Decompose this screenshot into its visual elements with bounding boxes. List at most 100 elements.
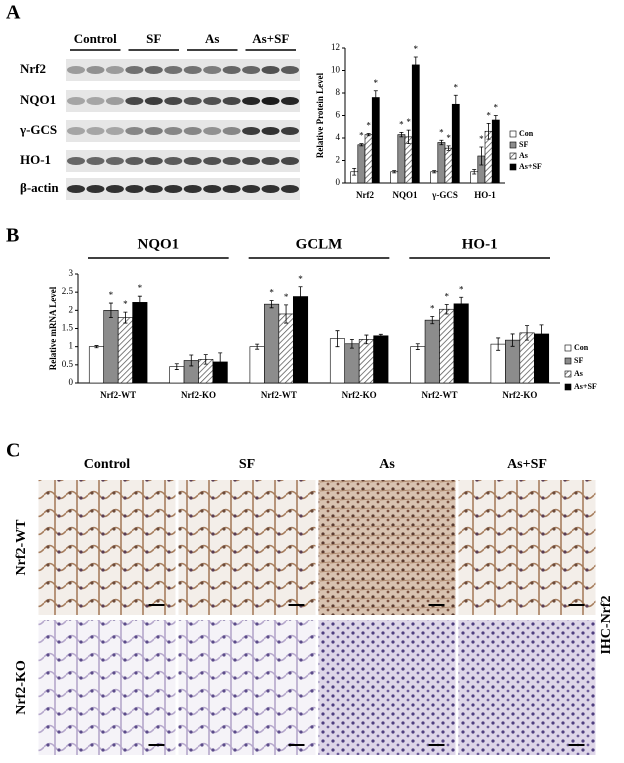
band — [105, 66, 124, 74]
ihc-grid: Control SF As As+SF Nrf2-WT Nrf2-KO IHC-Nrf2 — [14, 457, 614, 755]
y-tick-label: 8 — [336, 87, 341, 97]
bar — [344, 343, 360, 384]
band — [105, 127, 124, 135]
band — [261, 97, 280, 105]
bar — [103, 310, 119, 384]
band — [86, 127, 105, 135]
micrograph — [458, 480, 596, 615]
error-bar — [432, 170, 437, 174]
band — [105, 157, 124, 165]
y-tick-label: 3 — [69, 268, 74, 278]
band — [125, 97, 144, 105]
micrograph — [318, 620, 456, 755]
group-label: GCLM — [296, 236, 343, 252]
micrograph — [38, 480, 176, 615]
y-tick-label: 2.5 — [62, 286, 74, 296]
blot-strip — [66, 120, 300, 142]
significance-marker: * — [494, 103, 499, 113]
bar — [453, 303, 469, 384]
x-tick-label: Nrf2-WT — [261, 390, 297, 400]
significance-marker: * — [284, 292, 289, 302]
error-bar — [298, 286, 303, 307]
x-tick-label: Nrf2-WT — [422, 390, 458, 400]
legend-label: As+SF — [574, 382, 597, 391]
bar — [278, 313, 294, 384]
legend-swatch — [564, 344, 572, 352]
significance-marker: * — [459, 284, 464, 294]
band — [67, 157, 85, 165]
band — [144, 97, 163, 105]
band — [144, 185, 163, 193]
error-bar — [366, 133, 371, 137]
band — [261, 185, 280, 193]
micrograph — [178, 480, 316, 615]
group-label: NQO1 — [137, 236, 179, 252]
y-tick-label: 0.5 — [62, 359, 74, 369]
micrograph — [458, 620, 596, 755]
band — [222, 127, 241, 135]
bar — [397, 134, 406, 184]
band — [164, 127, 183, 135]
band — [183, 97, 202, 105]
bar — [410, 346, 426, 384]
error-bar — [446, 145, 451, 151]
error-bar — [392, 170, 397, 174]
bar — [249, 346, 265, 384]
band — [144, 66, 163, 74]
legend-swatch — [564, 357, 572, 365]
band — [105, 185, 124, 193]
bar — [451, 103, 460, 184]
bar — [373, 335, 389, 384]
band — [203, 97, 222, 105]
blot-strip — [66, 178, 300, 200]
error-bar — [218, 352, 223, 372]
legend-label: As+SF — [519, 162, 542, 171]
x-tick-label: HO-1 — [474, 190, 496, 200]
bar — [491, 119, 500, 184]
blot-row-label: HO-1 — [20, 152, 51, 167]
error-bar — [255, 343, 260, 350]
bar — [358, 339, 374, 384]
y-axis-label: Relative Protein Level — [315, 72, 325, 158]
error-bar — [359, 143, 364, 147]
blot-row-label: Nrf2 — [20, 61, 46, 76]
band — [222, 66, 241, 74]
error-bar — [444, 304, 449, 315]
error-bar — [510, 333, 515, 347]
blot-column-label: SF — [146, 31, 161, 46]
error-bar — [406, 129, 411, 145]
error-bar — [137, 295, 142, 309]
significance-marker: * — [109, 290, 114, 300]
error-bar — [189, 354, 194, 367]
blot-strip — [66, 90, 300, 112]
band — [164, 157, 183, 165]
band — [86, 97, 105, 105]
band — [281, 127, 299, 135]
band — [183, 185, 202, 193]
band — [144, 127, 163, 135]
micrograph — [318, 480, 456, 615]
legend-label: SF — [574, 356, 583, 365]
panel-label: A — [6, 2, 21, 24]
significance-marker: * — [454, 82, 459, 92]
x-tick-label: Nrf2 — [356, 190, 374, 200]
y-tick-label: 4 — [336, 132, 341, 142]
error-bar — [453, 94, 458, 114]
significance-marker: * — [446, 133, 451, 143]
y-tick-label: 10 — [331, 65, 341, 75]
significance-marker: * — [138, 283, 143, 293]
band — [125, 185, 144, 193]
error-bar — [525, 325, 530, 341]
band — [261, 157, 280, 165]
x-tick-label: Nrf2-KO — [181, 390, 216, 400]
error-bar — [415, 343, 420, 350]
band — [203, 157, 222, 165]
significance-marker: * — [298, 274, 303, 284]
band — [281, 157, 299, 165]
error-bar — [108, 302, 113, 318]
error-bar — [349, 339, 354, 349]
blot-row-label: β-actin — [20, 180, 59, 195]
band — [67, 127, 85, 135]
y-tick-label: 2 — [69, 304, 74, 314]
